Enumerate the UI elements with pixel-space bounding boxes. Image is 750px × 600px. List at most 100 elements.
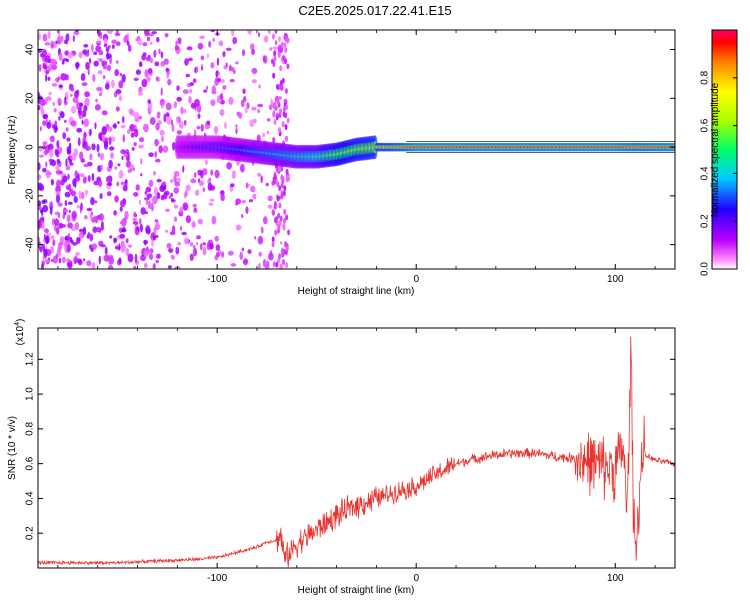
noise-speckle — [251, 106, 257, 111]
noise-speckle — [110, 152, 114, 159]
noise-speckle — [77, 137, 81, 147]
noise-speckle — [152, 195, 158, 205]
noise-speckle — [72, 35, 75, 42]
noise-speckle — [51, 83, 58, 87]
noise-speckle — [171, 124, 175, 132]
noise-speckle — [275, 261, 279, 268]
noise-speckle — [93, 215, 99, 223]
noise-speckle — [169, 231, 176, 236]
noise-speckle — [268, 252, 274, 261]
noise-speckle — [140, 254, 146, 262]
noise-speckle — [89, 128, 92, 136]
noise-speckle — [88, 233, 94, 239]
y-tick-label: 0.4 — [25, 491, 36, 505]
noise-speckle — [61, 60, 65, 65]
colorbar-tick-label: 0.2 — [700, 214, 711, 228]
noise-speckle — [119, 72, 123, 77]
noise-speckle — [143, 123, 149, 133]
noise-speckle — [287, 229, 291, 236]
noise-speckle — [166, 74, 169, 79]
noise-speckle — [138, 61, 143, 68]
noise-speckle — [215, 244, 221, 252]
noise-speckle — [168, 248, 174, 253]
noise-speckle — [139, 137, 145, 143]
noise-speckle — [64, 235, 69, 241]
noise-speckle — [144, 69, 149, 78]
noise-speckle — [180, 106, 184, 115]
noise-speckle — [220, 193, 225, 202]
noise-speckle — [67, 173, 70, 180]
noise-speckle — [173, 216, 178, 222]
noise-speckle — [45, 259, 50, 264]
noise-speckle — [65, 127, 69, 132]
noise-speckle — [92, 226, 98, 233]
noise-speckle — [230, 263, 237, 267]
noise-speckle — [140, 173, 143, 177]
noise-speckle — [273, 174, 277, 181]
noise-speckle — [44, 55, 51, 63]
noise-speckle — [154, 138, 160, 147]
noise-speckle — [56, 248, 62, 258]
noise-speckle — [103, 37, 108, 44]
noise-speckle — [144, 191, 148, 195]
noise-speckle — [68, 159, 72, 163]
noise-speckle — [220, 78, 225, 84]
noise-speckle — [206, 120, 211, 126]
noise-speckle — [67, 156, 70, 161]
noise-speckle — [55, 190, 61, 196]
noise-speckle — [219, 109, 225, 116]
noise-speckle — [210, 185, 216, 191]
noise-speckle — [214, 235, 219, 242]
noise-speckle — [118, 243, 121, 251]
noise-speckle — [115, 41, 121, 46]
noise-speckle — [133, 112, 140, 121]
noise-speckle — [146, 193, 153, 199]
noise-speckle — [42, 141, 48, 145]
noise-speckle — [164, 190, 170, 196]
noise-speckle — [53, 218, 60, 226]
noise-speckle — [258, 84, 261, 89]
noise-speckle — [211, 85, 216, 94]
noise-speckle — [211, 215, 217, 225]
noise-speckle — [129, 124, 136, 132]
noise-speckle — [87, 175, 91, 182]
noise-speckle — [66, 258, 71, 263]
noise-speckle — [149, 57, 154, 64]
noise-speckle — [67, 201, 73, 205]
noise-speckle — [184, 190, 188, 197]
noise-speckle — [153, 186, 159, 196]
snr-y-ticks: 0.2 0.4 0.6 0.8 1.0 1.2 — [25, 352, 675, 540]
noise-speckle — [132, 217, 138, 221]
noise-speckle — [106, 182, 113, 187]
y-tick-label: -40 — [25, 237, 36, 252]
noise-speckle — [172, 141, 176, 151]
noise-speckle — [272, 209, 276, 216]
noise-speckle — [108, 136, 112, 146]
noise-speckle — [258, 251, 262, 257]
noise-speckle — [154, 219, 159, 223]
noise-speckle — [154, 61, 160, 67]
noise-speckle — [283, 217, 286, 224]
noise-speckle — [148, 179, 154, 188]
noise-speckle — [42, 167, 47, 173]
noise-speckle — [137, 39, 143, 46]
noise-speckle — [84, 189, 88, 196]
noise-speckle — [287, 175, 291, 182]
noise-speckle — [118, 95, 123, 102]
noise-speckle — [278, 127, 281, 134]
noise-speckle — [241, 247, 244, 252]
noise-speckle — [189, 253, 194, 261]
noise-speckle — [127, 253, 134, 263]
noise-speckle — [164, 33, 169, 38]
noise-speckle — [139, 223, 143, 233]
noise-speckle — [285, 245, 289, 252]
noise-speckle — [62, 208, 69, 213]
noise-speckle — [279, 65, 283, 72]
y-tick-label: -20 — [25, 188, 36, 203]
noise-speckle — [59, 111, 65, 119]
noise-speckle — [61, 256, 66, 264]
noise-speckle — [84, 91, 90, 98]
noise-speckle — [209, 198, 215, 202]
noise-speckle — [285, 168, 289, 175]
noise-speckle — [39, 99, 46, 106]
